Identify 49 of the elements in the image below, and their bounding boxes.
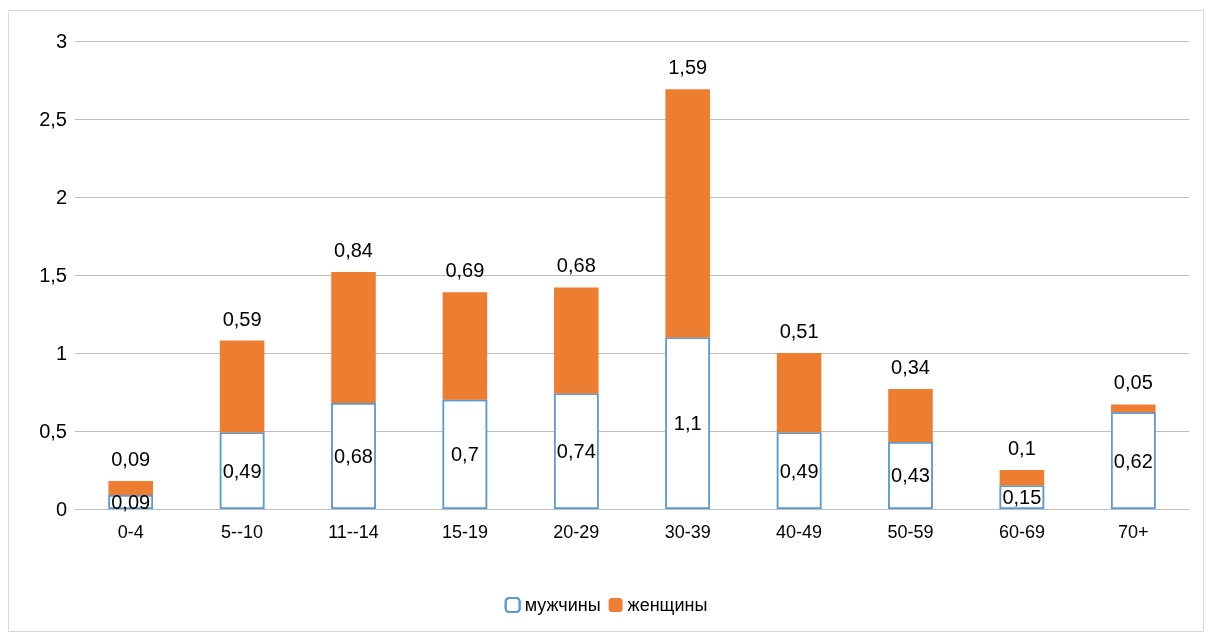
x-tick-label: 20-29 (553, 522, 600, 542)
data-label: 0,74 (556, 440, 596, 463)
x-tick-label: 11--14 (328, 522, 379, 542)
bar (776, 353, 822, 433)
data-label: 1,1 (673, 412, 702, 435)
bar (442, 292, 488, 400)
data-label: 0,09 (111, 490, 151, 513)
bar (999, 470, 1045, 486)
bar (554, 287, 599, 394)
y-tick-label: 2 (55, 186, 67, 208)
data-label: 0,1 (1007, 437, 1036, 459)
x-tick-label: 15-19 (441, 522, 488, 542)
bar (888, 388, 933, 442)
data-label: 0,51 (779, 320, 819, 342)
y-tick-label: 1 (55, 342, 67, 364)
data-label: 1,59 (668, 56, 708, 79)
bar (219, 340, 265, 433)
data-label: 0,59 (222, 307, 262, 330)
x-tick-label: 30-39 (664, 522, 711, 542)
data-label: 0,68 (334, 444, 373, 467)
legend-label: мужчины (524, 595, 601, 615)
x-tick-label: 50-59 (887, 522, 934, 542)
bar (665, 89, 710, 338)
x-tick-label: 60-69 (998, 522, 1045, 542)
data-label: 0,69 (445, 259, 485, 282)
data-label: 0,84 (334, 238, 373, 261)
x-tick-label: 40-49 (776, 522, 823, 542)
data-label: 0,34 (891, 355, 930, 378)
data-label: 0,7 (450, 443, 479, 466)
bar (108, 480, 153, 495)
data-label: 0,68 (556, 254, 596, 277)
y-tick-label: 2,5 (39, 108, 67, 130)
y-tick-label: 3 (55, 30, 67, 52)
x-tick-label: 70+ (1118, 522, 1149, 542)
y-tick-label: 0 (55, 498, 67, 520)
bar (331, 271, 376, 403)
data-label: 0,09 (111, 447, 151, 470)
data-label: 0,62 (1113, 449, 1153, 472)
data-label: 0,49 (222, 459, 262, 482)
y-tick-label: 1,5 (39, 264, 67, 286)
data-label: 0,05 (1113, 371, 1153, 394)
data-label: 0,49 (779, 459, 819, 482)
legend-label: женщины (627, 595, 708, 615)
data-label: 0,15 (1002, 486, 1042, 509)
data-label: 0,43 (891, 464, 930, 487)
x-tick-label: 5--10 (221, 522, 264, 542)
y-tick-label: 0,5 (39, 420, 67, 442)
bar (1111, 404, 1156, 413)
x-tick-label: 0-4 (117, 522, 144, 542)
